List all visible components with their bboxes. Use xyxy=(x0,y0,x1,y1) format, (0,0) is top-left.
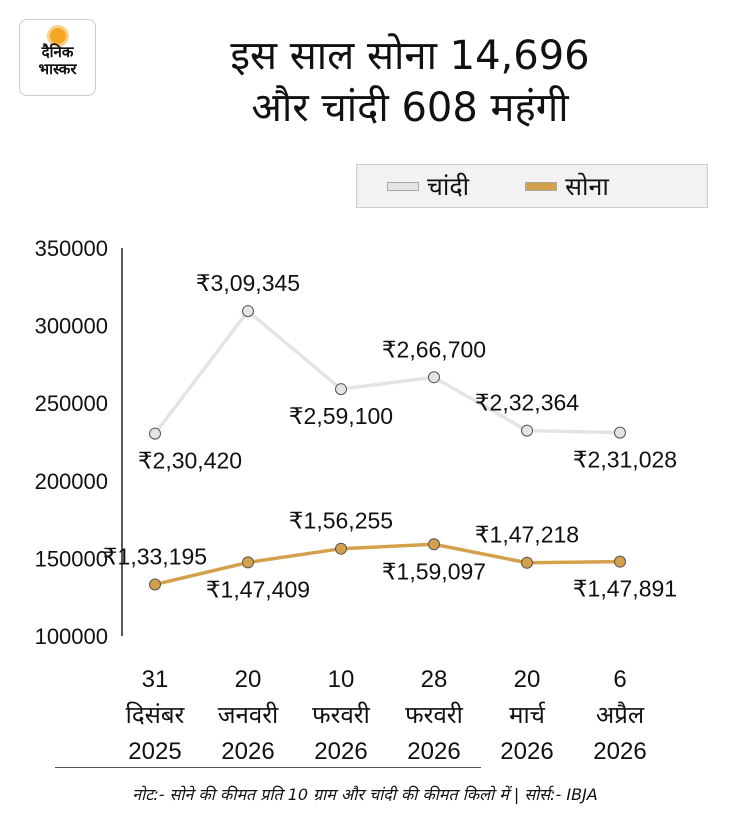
data-label: ₹1,47,891 xyxy=(573,576,677,602)
data-point xyxy=(149,578,161,591)
data-point xyxy=(521,556,533,569)
x-tick-label: फरवरी xyxy=(405,701,463,729)
footnote: नोट:- सोने की कीमत प्रति 10 ग्राम और चां… xyxy=(132,785,598,804)
data-point xyxy=(614,555,626,568)
data-label: ₹1,33,195 xyxy=(103,543,207,569)
title-line-1: इस साल सोना 14,696 xyxy=(230,33,590,79)
data-label: ₹1,56,255 xyxy=(289,508,393,534)
title-line-2: और चांदी 608 महंगी xyxy=(251,85,569,131)
data-label: ₹2,31,028 xyxy=(573,447,677,473)
x-tick-label: 2026 xyxy=(221,738,274,760)
x-tick-label: जनवरी xyxy=(218,701,279,729)
x-tick-label: 2026 xyxy=(407,738,460,760)
data-label: ₹1,47,409 xyxy=(206,576,310,602)
legend-label-silver: चांदी xyxy=(427,172,470,201)
x-tick-label: दिसंबर xyxy=(126,701,186,729)
x-tick-label: 6 xyxy=(613,666,626,693)
data-label: ₹3,09,345 xyxy=(196,270,300,296)
x-tick-label: 10 xyxy=(328,666,355,693)
page-title: इस साल सोना 14,696 और चांदी 608 महंगी xyxy=(150,30,670,134)
data-label: ₹2,66,700 xyxy=(382,336,486,362)
data-label: ₹2,59,100 xyxy=(289,403,393,429)
y-tick-label: 150000 xyxy=(35,546,108,571)
data-point xyxy=(335,542,347,555)
dainik-bhaskar-logo: दैनिक भास्कर xyxy=(19,19,96,96)
series-line-1 xyxy=(154,542,621,587)
x-tick-label: अप्रैल xyxy=(596,701,645,729)
divider xyxy=(55,767,481,768)
x-tick-label: 2026 xyxy=(593,738,646,760)
logo-text-1: दैनिक xyxy=(41,43,74,61)
data-point xyxy=(242,305,254,318)
x-tick-label: 20 xyxy=(235,666,262,693)
y-tick-label: 100000 xyxy=(35,624,108,649)
y-tick-label: 250000 xyxy=(35,391,108,416)
x-tick-label: फरवरी xyxy=(312,701,370,729)
data-point xyxy=(428,538,440,551)
legend-swatch-silver xyxy=(387,181,419,191)
data-label: ₹2,30,420 xyxy=(138,448,242,474)
x-tick-label: 31 xyxy=(142,666,169,693)
data-point xyxy=(335,383,347,396)
x-tick-label: 28 xyxy=(421,666,448,693)
data-point xyxy=(521,424,533,437)
data-label: ₹1,59,097 xyxy=(382,558,486,584)
y-tick-label: 200000 xyxy=(35,469,108,494)
x-tick-label: 2026 xyxy=(314,738,367,760)
data-point xyxy=(428,371,440,384)
data-point xyxy=(242,556,254,569)
x-tick-label: 20 xyxy=(514,666,541,693)
sun-icon xyxy=(49,28,66,44)
x-tick-label: 2026 xyxy=(500,738,553,760)
legend-swatch-gold xyxy=(525,181,558,191)
data-point xyxy=(149,427,161,440)
legend: चांदी सोना xyxy=(356,164,708,208)
data-label: ₹2,32,364 xyxy=(475,390,579,416)
x-tick-label: 2025 xyxy=(128,738,181,760)
data-point xyxy=(614,426,626,439)
y-tick-label: 350000 xyxy=(35,236,108,261)
line-chart: 350000 300000 250000 200000 150000 100000 31 दि… xyxy=(35,236,678,760)
y-tick-label: 300000 xyxy=(35,314,108,339)
series-line-0 xyxy=(153,308,621,435)
x-tick-label: मार्च xyxy=(509,701,546,729)
logo-text-2: भास्कर xyxy=(38,60,77,78)
data-label: ₹1,47,218 xyxy=(475,522,579,548)
legend-label-gold: सोना xyxy=(565,172,609,201)
